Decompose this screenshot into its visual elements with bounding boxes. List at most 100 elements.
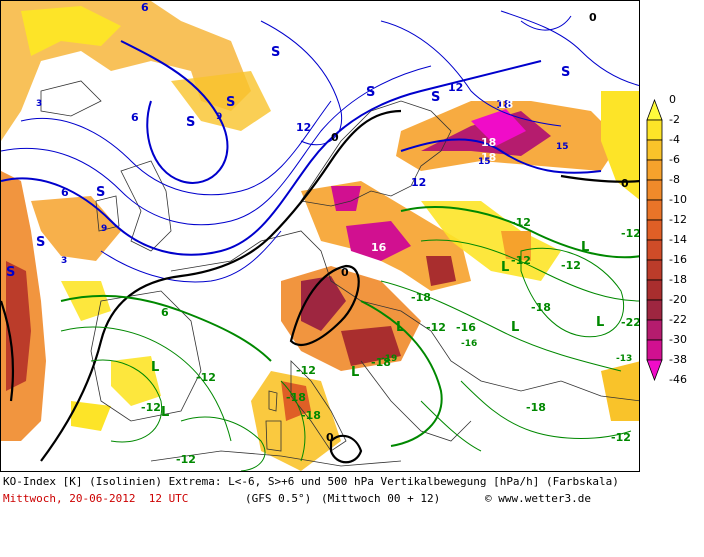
isoline-green-11 xyxy=(180,416,266,471)
green-isoline-value: -18 xyxy=(411,291,431,304)
color-scale-label: -4 xyxy=(669,133,680,146)
vertical-motion-shading xyxy=(1,1,639,471)
map-labels: S S S S S S S S S L L L L L L L L 6 6 6 … xyxy=(6,1,640,466)
coastline-iceland xyxy=(40,80,102,117)
cell-value: 18 xyxy=(481,136,496,149)
isoline-green-5 xyxy=(420,239,639,302)
color-scale-label: -16 xyxy=(669,253,687,266)
instability-min-label: L xyxy=(151,360,159,375)
cell-value: 18 xyxy=(498,98,513,111)
blue-isoline-value: 12 xyxy=(296,121,311,134)
isoline-green-3 xyxy=(90,359,163,443)
green-isoline-value: -18 xyxy=(531,301,551,314)
green-isoline-value: -18 xyxy=(526,401,546,414)
blue-isoline-value: 3 xyxy=(61,256,67,266)
isoline-blue-1 xyxy=(1,60,542,256)
isoline-blue-6 xyxy=(380,20,562,127)
shading-south-patch xyxy=(71,401,111,431)
stability-max-label: S xyxy=(366,85,375,100)
green-isoline-value: -12 xyxy=(296,364,316,377)
coastline-iberia xyxy=(90,290,202,422)
color-scale-step xyxy=(646,219,663,241)
stability-max-label: S xyxy=(226,95,235,110)
unstable-isolines xyxy=(60,206,639,471)
isoline-green-2 xyxy=(60,326,232,442)
color-scale-step xyxy=(646,359,663,382)
shading-mid-atlantic xyxy=(61,281,111,321)
shading-northeast xyxy=(601,91,639,200)
shading-alpine-east xyxy=(341,326,401,366)
blue-isoline-value: 3 xyxy=(36,99,42,109)
blue-isoline-value: 6 xyxy=(61,186,69,199)
color-scale-label: -18 xyxy=(669,273,687,286)
shading-balkans xyxy=(421,201,561,281)
green-isoline-value: -12 xyxy=(196,371,216,384)
color-scale-label: -6 xyxy=(669,153,680,166)
isoline-green-12 xyxy=(420,400,482,452)
zero-isoline-value: 0 xyxy=(341,266,349,279)
isoline-blue-4 xyxy=(120,40,229,184)
isoline-blue-10 xyxy=(520,15,572,31)
green-isoline-value: -12 xyxy=(176,453,196,466)
color-scale-step xyxy=(646,319,663,341)
coastline-sardinia xyxy=(265,420,282,452)
color-scale-label: -8 xyxy=(669,173,680,186)
isoline-blue-3 xyxy=(20,100,332,196)
green-isoline-value: -12 xyxy=(561,259,581,272)
color-scale-label: -30 xyxy=(669,333,687,346)
blue-isoline-value: 9 xyxy=(101,224,107,234)
cell-value: -18 xyxy=(301,409,321,422)
isoline-blue-5 xyxy=(260,20,343,146)
run-info: (Mittwoch 00 + 12) xyxy=(321,492,441,505)
isoline-green-9 xyxy=(280,380,306,462)
color-scale-step xyxy=(646,239,663,261)
color-scale-step xyxy=(646,179,663,201)
color-scale-step xyxy=(646,259,663,281)
isoline-zero-2 xyxy=(289,264,360,346)
green-isoline-value: -12 xyxy=(511,216,531,229)
instability-min-label: L xyxy=(581,240,589,255)
color-scale-step xyxy=(646,159,663,181)
green-isoline-value: -16 xyxy=(456,321,476,334)
forecast-date: Mittwoch, 20-06-2012 12 UTC xyxy=(3,492,189,505)
color-scale-label: 0 xyxy=(669,93,676,106)
isoline-zero-3 xyxy=(560,174,639,183)
shading-southeast-patch xyxy=(601,361,639,421)
blue-isoline-value: 15 xyxy=(478,157,491,167)
color-scale-step xyxy=(646,119,663,141)
shading-east-cell xyxy=(426,256,456,286)
color-scale-label: -14 xyxy=(669,233,687,246)
model-name: (GFS 0.5°) xyxy=(245,492,312,505)
color-scale-step xyxy=(646,98,663,121)
isoline-green-8 xyxy=(520,247,625,338)
isoline-green-1 xyxy=(60,294,272,362)
copyright-link[interactable]: © www.wetter3.de xyxy=(485,492,591,505)
color-scale-step xyxy=(646,339,663,361)
shading-north-cell xyxy=(331,186,361,211)
instability-min-label: L xyxy=(501,260,509,275)
color-scale-step xyxy=(646,299,663,321)
blue-isoline-value: 9 xyxy=(216,112,222,122)
color-scale-label: -38 xyxy=(669,353,687,366)
isoline-green-6 xyxy=(380,280,622,372)
cell-value: -16 xyxy=(461,339,477,349)
stability-max-label: S xyxy=(6,265,15,280)
shading-southwest-patch xyxy=(111,356,161,406)
stability-max-label: S xyxy=(96,185,105,200)
zero-isoline-value: 0 xyxy=(326,431,334,444)
isoline-green-10 xyxy=(460,380,632,439)
stability-max-label: S xyxy=(561,65,570,80)
color-scale-label: -10 xyxy=(669,193,687,206)
shading-baltic-peak xyxy=(471,109,526,146)
zero-isoline-value: 0 xyxy=(621,177,629,190)
coastline-ireland xyxy=(95,195,120,232)
green-isoline-value: -12 xyxy=(511,254,531,267)
isoline-zero-5 xyxy=(1,300,15,402)
blue-isoline-value: 12 xyxy=(411,176,426,189)
color-scale-label: -2 xyxy=(669,113,680,126)
coastline-britain xyxy=(120,160,172,252)
instability-min-label: L xyxy=(596,315,604,330)
shading-central-core xyxy=(346,221,411,261)
color-scale-bar xyxy=(646,98,663,382)
green-isoline-value: -22 xyxy=(621,316,640,329)
